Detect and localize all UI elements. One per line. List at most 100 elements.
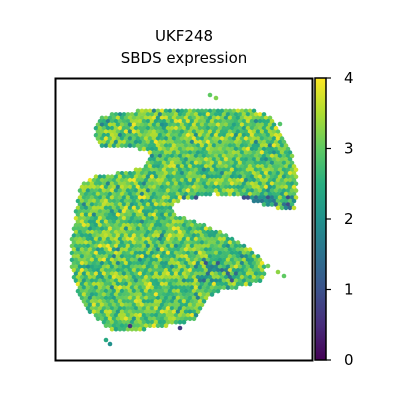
expression-spot [89,285,95,290]
expression-spot [253,271,259,277]
expression-spot [129,139,135,145]
expression-spot [191,122,197,128]
expression-spot [111,191,117,197]
expression-spot [125,285,131,290]
expression-spot [231,240,237,245]
expression-spot [159,143,165,148]
expression-spot [129,319,135,325]
expression-spot [181,132,187,138]
expression-spot [207,92,213,98]
expression-spot [215,164,221,169]
expression-spot [83,184,89,190]
expression-spot [123,268,129,273]
expression-spot [177,271,183,277]
expression-spot [221,264,227,270]
expression-spot [119,268,125,273]
expression-spot [193,125,199,131]
expression-spot [193,257,199,263]
expression-spot [175,261,181,266]
expression-spot [151,205,157,211]
expression-spot [151,309,157,315]
expression-spot [205,132,211,138]
expression-spot [151,316,157,322]
expression-spot [251,268,257,273]
expression-spot [115,212,121,218]
expression-spot [153,292,159,297]
expression-spot [113,292,119,297]
expression-spot [137,271,143,277]
expression-spot [105,306,111,311]
expression-spot [133,181,139,186]
expression-spot [169,216,175,221]
expression-spot [93,188,99,193]
expression-spot [133,243,139,249]
expression-spot [251,198,257,204]
expression-spot [89,202,95,207]
expression-spot [205,188,211,193]
expression-spot [267,122,273,128]
expression-spot [181,153,187,159]
expression-spot [189,181,195,186]
expression-spot [185,299,191,304]
expression-spot [159,219,165,225]
expression-spot [101,313,107,318]
expression-spot [145,313,151,318]
expression-spot [123,247,129,252]
expression-spot [73,229,79,235]
expression-spot [113,257,119,263]
expression-spot [131,198,137,204]
expression-spot [185,139,191,145]
expression-spot [87,205,93,211]
expression-spot [209,278,215,284]
expression-spot [81,236,87,242]
expression-spot [203,150,209,155]
expression-spot [103,302,109,308]
expression-spot [103,191,109,197]
expression-spot [285,153,291,159]
expression-spot [109,271,115,277]
expression-spot [127,309,133,315]
expression-spot [171,136,177,141]
expression-spot [95,240,101,245]
expression-spot [101,181,107,186]
expression-spot [91,240,97,245]
expression-spot [179,274,185,280]
expression-spot [143,254,149,259]
expression-spot [115,274,121,280]
expression-spot [97,250,103,256]
expression-spot [273,188,279,193]
expression-spot [81,195,87,200]
expression-spot [147,115,153,121]
expression-spot [143,129,149,134]
expression-spot [93,202,99,207]
expression-spot [249,264,255,270]
expression-spot [95,254,101,259]
expression-spot [217,153,223,159]
expression-spot [119,177,125,183]
expression-spot [181,313,187,318]
expression-spot [229,153,235,159]
expression-spot [131,226,137,231]
expression-spot [237,250,243,256]
expression-spot [115,191,121,197]
expression-spot [161,125,167,131]
expression-spot [163,205,169,211]
expression-spot [101,188,107,193]
expression-spot [113,326,119,332]
expression-spot [153,313,159,318]
expression-spot [287,205,293,211]
expression-spot [181,229,187,235]
expression-spot [179,184,185,190]
expression-spot [135,136,141,141]
expression-spot [95,302,101,308]
expression-spot [291,184,297,190]
expression-spot [173,167,179,173]
expression-spot [237,112,243,117]
expression-spot [293,167,299,173]
expression-spot [201,125,207,131]
expression-spot [209,181,215,186]
expression-spot [249,174,255,179]
expression-spot [97,236,103,242]
expression-spot [135,309,141,315]
expression-spot [245,271,251,277]
